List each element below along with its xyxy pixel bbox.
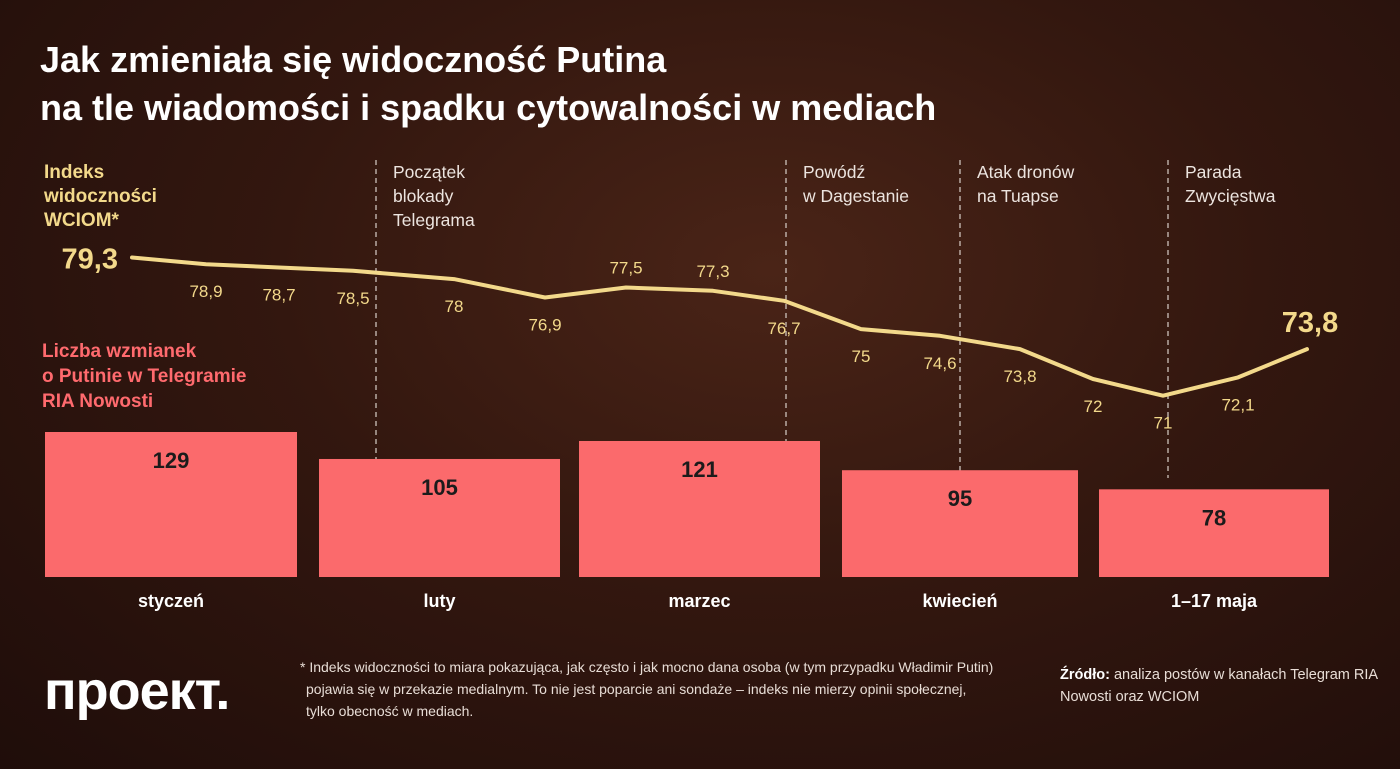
line-value-label: 72 [1084,397,1103,416]
source-note: Źródło: analiza postów w kanałach Telegr… [1060,664,1380,708]
category-label: styczeń [138,591,204,611]
bar [45,432,297,577]
category-label: kwiecień [922,591,997,611]
footnote-line-3: tylko obecność w mediach. [306,703,474,719]
line-value-label: 76,9 [528,315,561,334]
line-value-label: 72,1 [1221,395,1254,414]
footnote-line-2: pojawia się w przekazie medialnym. To ni… [306,681,967,697]
line-value-label-start: 79,3 [62,244,118,276]
chart-title-line-1: Jak zmieniała się widoczność Putina [40,39,667,80]
line-value-label: 71 [1154,414,1173,433]
bar-series-label: o Putinie w Telegramie [42,366,246,387]
chart-title-line-2: na tle wiadomości i spadku cytowalności … [40,87,937,128]
bar-series: 129 styczeń 105 luty 121 marzec 95 kwiecień 78 1–… [45,432,1329,611]
annotation-label: Zwycięstwa [1185,186,1276,206]
bar [1099,489,1329,577]
chart-title: Jak zmieniała się widoczność Putina na t… [40,36,1140,132]
category-label: marzec [668,591,730,611]
bar [842,470,1078,577]
annotation-label: Początek [393,162,465,182]
line-value-label-end: 73,8 [1282,307,1338,339]
chart-canvas: Początek blokady Telegrama Powódź w Dagestan… [42,160,1339,611]
line-value-label: 77,3 [696,262,729,281]
annotation-label: Powódź [803,162,865,182]
line-value-label: 74,6 [923,354,956,373]
series-labels: Indeks widoczności WCIOM* Liczba wzmianek o … [42,162,246,412]
annotation-label: Telegrama [393,210,475,230]
line-value-label: 78 [445,297,464,316]
annotation-label: w Dagestanie [802,186,909,206]
category-label: luty [423,591,455,611]
line-value-label: 75 [852,347,871,366]
line-value-label: 77,5 [609,258,642,277]
annotation-label: Atak dronów [977,162,1075,182]
category-label: 1–17 maja [1171,591,1258,611]
line-value-label: 78,7 [262,285,295,304]
bar [579,440,820,577]
bar-value-label: 95 [948,486,972,511]
footnote: * Indeks widoczności to miara pokazująca… [300,656,1020,722]
bar-value-label: 121 [681,457,718,482]
line-value-label: 78,5 [336,289,369,308]
source-text: analiza postów w kanałach Telegram RIA N… [1060,667,1378,705]
annotation-label: Parada [1185,162,1242,182]
line-series-label: Indeks [44,162,104,183]
line-value-label: 73,8 [1003,367,1036,386]
line-series: 79,3 78,9 78,7 78,5 78 76,9 77,5 77,3 76,7 75 74,6… [62,244,1339,433]
bar-value-label: 129 [153,448,190,473]
bar-series-label: RIA Nowosti [42,391,153,412]
bar-value-label: 78 [1202,505,1226,530]
bar-series-label: Liczba wzmianek [42,341,197,362]
line-path [130,255,1309,398]
line-value-label: 78,9 [189,282,222,301]
source-label: Źródło: [1060,667,1110,683]
annotation-label: na Tuapse [977,186,1059,206]
annotation-label: blokady [393,186,454,206]
line-series-label: widoczności [43,186,157,207]
brand-logo: проект. [44,661,230,721]
footnote-line-1: * Indeks widoczności to miara pokazująca… [300,659,994,675]
line-value-label: 76,7 [767,319,800,338]
annotations: Początek blokady Telegrama Powódź w Dagestan… [375,160,1276,478]
bar [319,458,560,577]
line-series-label: WCIOM* [44,210,120,231]
bar-value-label: 105 [421,475,458,500]
